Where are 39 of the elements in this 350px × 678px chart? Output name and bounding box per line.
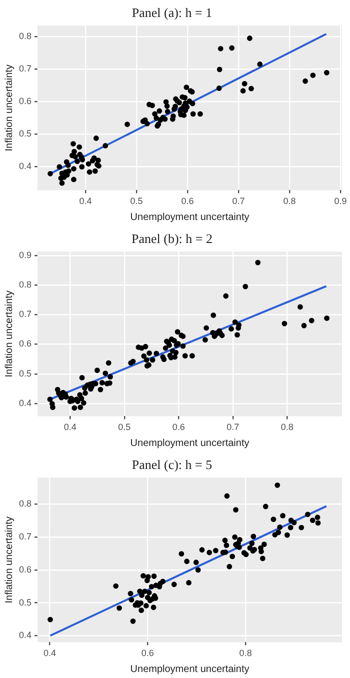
y-tick-label: 0.8 [18, 498, 32, 509]
chart-title: Panel (c): h = 5 [132, 457, 212, 472]
y-tick-label: 0.7 [18, 532, 32, 542]
x-tick-label: 0.4 [64, 422, 76, 432]
y-tick-label: 0.8 [18, 31, 32, 42]
y-axis-title: Inflation uncertainty [4, 290, 15, 378]
y-tick-label: 0.9 [18, 250, 32, 260]
chart-title: Panel (a): h = 1 [132, 5, 212, 20]
x-tick-label: 0.7 [232, 196, 245, 206]
x-tick-label: 0.8 [283, 196, 296, 206]
y-tick-label: 0.4 [18, 398, 32, 408]
y-tick-label: 0.8 [18, 280, 32, 290]
x-tick-label: 0.5 [118, 422, 131, 432]
y-tick-label: 0.7 [18, 64, 32, 74]
y-tick-label: 0.5 [18, 597, 32, 608]
x-tick-label: 0.4 [43, 648, 56, 658]
x-tick-label: 0.4 [79, 196, 92, 206]
x-tick-label: 0.6 [141, 648, 154, 658]
y-tick-label: 0.6 [18, 96, 32, 106]
x-axis-title: Unemployment uncertainty [130, 212, 250, 223]
x-tick-label: 0.8 [280, 422, 294, 432]
x-axis-title: Unemployment uncertainty [130, 664, 250, 675]
y-tick-label: 0.4 [18, 160, 32, 171]
x-tick-label: 0.8 [239, 648, 252, 658]
x-tick-label: 0.5 [130, 196, 143, 206]
y-tick-label: 0.4 [18, 630, 32, 640]
x-axis-title: Unemployment uncertainty [130, 438, 250, 449]
y-tick-label: 0.5 [18, 368, 32, 378]
x-tick-label: 0.6 [172, 422, 185, 432]
y-tick-label: 0.5 [18, 128, 32, 139]
y-tick-label: 0.6 [18, 564, 32, 574]
x-tick-label: 0.7 [226, 422, 240, 432]
y-axis-title: Inflation uncertainty [4, 64, 15, 152]
y-tick-label: 0.7 [18, 309, 32, 320]
y-tick-label: 0.6 [18, 338, 32, 349]
x-tick-label: 0.6 [181, 196, 194, 206]
x-tick-label: 0.9 [334, 196, 347, 206]
chart-title: Panel (b): h = 2 [132, 231, 212, 246]
y-axis-title: Inflation uncertainty [4, 516, 15, 604]
